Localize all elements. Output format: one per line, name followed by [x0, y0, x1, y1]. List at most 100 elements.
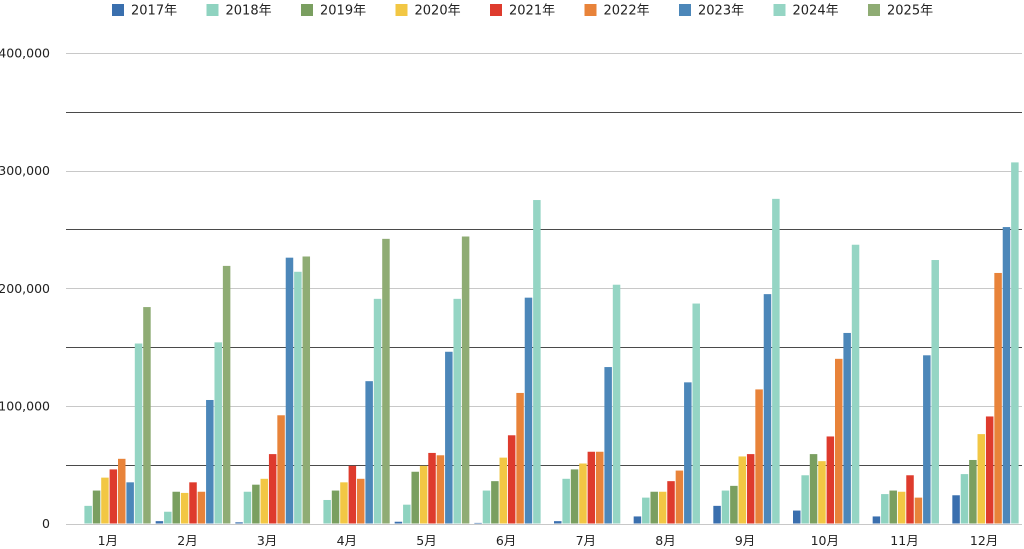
- bar: [684, 382, 692, 524]
- legend-label: 2020年: [415, 4, 461, 19]
- bar: [793, 510, 801, 524]
- bar: [881, 494, 889, 524]
- bar: [474, 522, 482, 524]
- bar: [126, 482, 134, 524]
- legend-label: 2019年: [320, 4, 366, 19]
- legend-swatch: [395, 4, 408, 16]
- legend-label: 2018年: [226, 4, 272, 19]
- bar: [650, 491, 658, 524]
- bar: [134, 343, 143, 524]
- legend-swatch: [868, 4, 880, 16]
- bar: [84, 505, 92, 524]
- bar: [843, 332, 851, 524]
- bar: [180, 492, 189, 524]
- bar: [562, 478, 570, 524]
- legend-label: 2025年: [887, 4, 933, 19]
- bar: [373, 298, 382, 524]
- bar: [155, 521, 164, 524]
- legend-swatch: [112, 4, 124, 16]
- bar: [445, 351, 453, 524]
- x-category-label: 11月: [890, 533, 918, 548]
- legend-label: 2023年: [698, 4, 744, 19]
- x-category-label: 12月: [970, 533, 998, 548]
- bar: [453, 298, 461, 524]
- x-category-label: 10月: [811, 533, 839, 548]
- bar: [92, 490, 101, 524]
- bar: [524, 297, 533, 524]
- bar: [914, 497, 923, 524]
- x-category-label: 9月: [735, 533, 755, 548]
- bar: [763, 294, 772, 524]
- bars: [84, 162, 1019, 524]
- y-tick-label: 200,000: [0, 281, 50, 296]
- legend-label: 2017年: [131, 4, 177, 19]
- bar: [260, 478, 269, 524]
- bar: [197, 491, 206, 524]
- legend-label: 2022年: [604, 4, 650, 19]
- bar: [969, 459, 977, 524]
- bar: [428, 452, 436, 524]
- bar: [302, 256, 311, 524]
- bar: [268, 454, 277, 524]
- bar: [118, 458, 126, 524]
- bar: [419, 465, 428, 524]
- bar: [633, 516, 642, 524]
- bar: [1002, 227, 1011, 524]
- bar: [331, 490, 340, 524]
- bar: [101, 477, 109, 524]
- bar: [491, 481, 499, 524]
- bar: [357, 478, 365, 524]
- legend-swatch: [679, 4, 691, 16]
- bar: [403, 504, 411, 524]
- bar: [906, 475, 914, 524]
- bar: [235, 522, 243, 524]
- bar: [1011, 162, 1019, 524]
- bar: [579, 463, 587, 524]
- legend-swatch: [773, 4, 786, 16]
- y-tick-label: 0: [42, 516, 50, 531]
- y-tick-label: 100,000: [0, 398, 50, 413]
- bar: [897, 491, 906, 524]
- bar: [436, 455, 445, 524]
- bar: [755, 389, 763, 524]
- bar: [189, 482, 197, 524]
- bar: [554, 521, 562, 524]
- legend-swatch: [206, 4, 219, 16]
- bar: [411, 471, 419, 524]
- x-category-label: 8月: [655, 533, 675, 548]
- bar: [348, 465, 357, 524]
- bar: [977, 434, 986, 524]
- bar: [172, 491, 180, 524]
- bar: [952, 495, 960, 524]
- bar: [612, 284, 621, 524]
- bar: [164, 511, 172, 524]
- x-category-label: 7月: [576, 533, 596, 548]
- bar: [675, 470, 684, 524]
- bar: [923, 355, 931, 524]
- bar: [596, 451, 604, 524]
- y-axis: 0 100,000 200,000 300,000 400,000: [0, 46, 50, 532]
- bar: [985, 416, 994, 524]
- bar: [960, 474, 969, 524]
- bar: [533, 200, 541, 524]
- bar: [340, 482, 348, 524]
- bar: [323, 499, 331, 524]
- bar: [642, 497, 650, 524]
- legend-swatch: [490, 4, 502, 16]
- bar: [294, 271, 302, 524]
- bar: [872, 516, 881, 524]
- legend-label: 2021年: [509, 4, 555, 19]
- x-category-label: 5月: [416, 533, 436, 548]
- x-category-label: 4月: [337, 533, 357, 548]
- bar: [818, 461, 826, 524]
- bar: [692, 303, 700, 524]
- bar: [713, 505, 721, 524]
- legend-swatch: [301, 4, 313, 16]
- bar: [499, 457, 508, 524]
- bar: [277, 415, 285, 524]
- legend: 2017年 2018年 2019年 2020年 2021年 2022年 2023年 2024年…: [112, 4, 933, 19]
- bar: [931, 260, 939, 524]
- bar: [801, 475, 809, 524]
- bar: [461, 236, 470, 524]
